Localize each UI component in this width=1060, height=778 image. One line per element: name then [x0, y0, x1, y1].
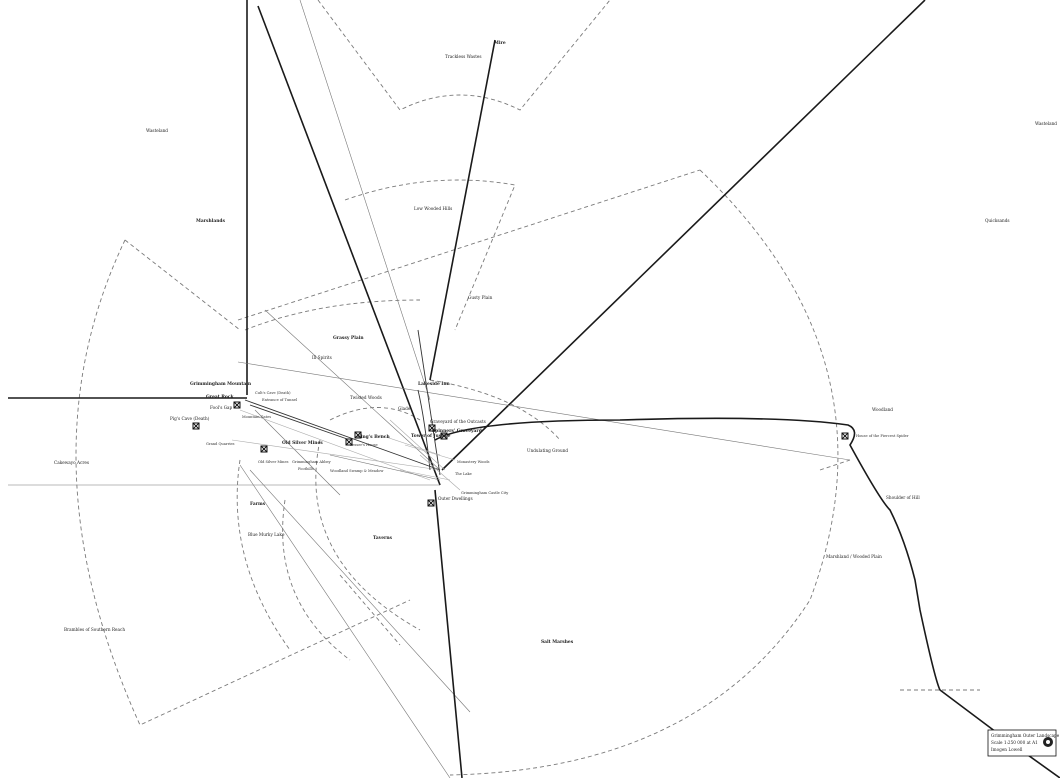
roads [417, 389, 1060, 778]
label-woodland: Woodland [872, 407, 893, 412]
label-great-rock: Great Rock [206, 395, 235, 400]
label-glade: Glade [398, 406, 411, 411]
label-pigs-cave: Pig's Cave (Death) [170, 416, 210, 421]
legend-scale: Scale 1:250 000 at A1 [991, 740, 1038, 745]
ruin-site-marker [192, 422, 200, 430]
place-labels: Mire Trackless Wastes Wasteland Wastelan… [54, 41, 1057, 645]
label-grimmingham-abbey: Grimmingham Abbey [292, 460, 332, 464]
site-markers [192, 401, 849, 507]
central-cluster [329, 419, 461, 491]
label-kings-bench: King's Bench [357, 435, 390, 440]
label-mire: Mire [494, 41, 506, 46]
label-fools-gap: Fool's Gap [210, 405, 233, 410]
label-grassy-plain: Grassy Plain [333, 336, 364, 341]
label-cakewayo-acres: Cakewayo Acres [54, 460, 89, 465]
label-blue-murky-lake: Blue Murky Lake [248, 532, 285, 537]
label-taverns: Taverns [373, 536, 393, 541]
label-ill-spirits: Ill Spirits [312, 355, 332, 360]
label-mountain-gates: Mountain Gates [242, 415, 271, 419]
label-undulating-ground: Undulating Ground [527, 448, 568, 453]
label-grimmingham-mountain: Grimmingham Mountain [190, 382, 252, 387]
label-wasteland-left: Wasteland [146, 128, 168, 133]
label-lakeside-inn: Lakeside Inn [418, 382, 451, 387]
label-monastery-woods: Monastery Woods [457, 460, 490, 464]
label-quicksands: Quicksands [985, 218, 1010, 223]
label-lessers-house: Lesser's House [350, 443, 378, 447]
ruin-site-marker [841, 432, 849, 440]
label-outer-dwellings: Outer Dwellings [438, 496, 473, 501]
legend-author: Imogen Lowell [991, 747, 1023, 752]
legend-title: Grimmingham Outer Landscape [991, 733, 1060, 738]
ruin-site-marker [427, 499, 435, 507]
label-spinners-graveyard: Spinners' Graveyard [432, 429, 482, 434]
label-cults-cave: Cult's Cave (Death) [255, 391, 291, 395]
label-foothills: Foothills [298, 467, 314, 471]
label-shoulder-of-hill: Shoulder of Hill [886, 495, 920, 500]
ruin-site-marker [260, 445, 268, 453]
label-marshlands: Marshlands [196, 219, 225, 224]
label-old-silver-mines: Old Silver Mines [258, 460, 289, 464]
ruin-site-marker [354, 431, 362, 439]
label-twisted-woods: Twisted Woods [350, 395, 382, 400]
label-woodland-swamp: Woodland Swamp & Meadow [330, 469, 384, 473]
label-salt-marshes: Salt Marshes [541, 640, 574, 645]
label-old-silver-mines-header: Old Silver Mines [282, 441, 323, 446]
label-marshland-wooded: Marshland / Wooded Plain [826, 554, 882, 559]
compass-icon [1043, 737, 1053, 747]
map-legend: Grimmingham Outer Landscape Scale 1:250 … [987, 729, 1060, 757]
label-grand-quarries: Grand Quarries [206, 442, 235, 446]
ruin-site-marker [428, 424, 436, 432]
label-trackless-wastes: Trackless Wastes [445, 54, 482, 59]
survey-lines [8, 0, 926, 778]
label-brambles: Brambles of Southern Reach [64, 627, 125, 632]
survey-arcs [75, 0, 980, 776]
label-house-fiercest-spider: House of the Fiercest Spider [856, 434, 909, 438]
label-wasteland-right: Wasteland [1035, 121, 1057, 126]
ruin-site-marker [440, 432, 448, 440]
label-the-lake: The Lake [455, 472, 472, 476]
ruin-site-marker [345, 438, 353, 446]
label-tower-of-justice: Tower of Justice [411, 434, 451, 439]
label-farms: Farms [250, 502, 266, 507]
label-gusty-plain: Gusty Plain [468, 295, 493, 300]
label-graveyard-outcasts: Graveyard of the Outcasts [430, 419, 486, 424]
ruin-site-marker [233, 401, 241, 409]
label-low-wooded-hills: Low Wooded Hills [414, 206, 452, 211]
label-grimmingham-castle: Grimmingham Castle City [461, 491, 509, 495]
label-entrance-tunnel: Entrance of Tunnel [262, 398, 298, 402]
